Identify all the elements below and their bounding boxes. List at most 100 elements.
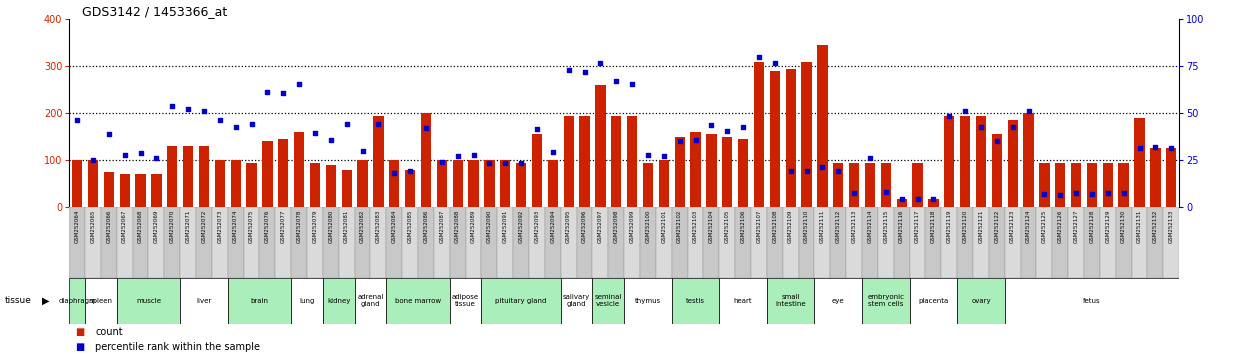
Bar <box>561 278 592 324</box>
Bar <box>1052 207 1068 278</box>
Point <box>512 161 531 166</box>
Bar <box>227 278 292 324</box>
Bar <box>292 207 307 278</box>
Text: percentile rank within the sample: percentile rank within the sample <box>95 342 260 352</box>
Bar <box>719 207 735 278</box>
Bar <box>246 162 257 207</box>
Bar <box>687 207 703 278</box>
Point <box>289 81 309 87</box>
Bar <box>1039 162 1049 207</box>
Bar <box>1132 207 1147 278</box>
Bar <box>101 207 116 278</box>
Text: GSM252094: GSM252094 <box>550 210 555 243</box>
Text: thymus: thymus <box>635 298 661 304</box>
Bar <box>1005 278 1179 324</box>
Text: GSM252131: GSM252131 <box>1137 210 1142 243</box>
Text: GSM252111: GSM252111 <box>819 210 824 243</box>
Text: GSM252087: GSM252087 <box>439 210 444 243</box>
Text: GSM252083: GSM252083 <box>376 210 381 243</box>
Text: GSM252098: GSM252098 <box>614 210 619 243</box>
Text: GSM252109: GSM252109 <box>789 210 794 243</box>
Text: GSM252128: GSM252128 <box>1089 210 1094 243</box>
Bar <box>782 207 798 278</box>
Bar <box>148 207 164 278</box>
Text: testis: testis <box>686 298 705 304</box>
Point <box>368 121 388 126</box>
Text: GSM252123: GSM252123 <box>1010 210 1015 243</box>
Text: GSM252073: GSM252073 <box>218 210 222 243</box>
Text: fetus: fetus <box>1083 298 1101 304</box>
Text: GSM252064: GSM252064 <box>74 210 79 243</box>
Bar <box>861 207 878 278</box>
Text: GSM252077: GSM252077 <box>281 210 286 243</box>
Bar <box>501 160 510 207</box>
Text: GSM252118: GSM252118 <box>931 210 936 243</box>
Point <box>812 164 832 170</box>
Bar <box>865 162 875 207</box>
Text: GSM252095: GSM252095 <box>566 210 571 243</box>
Text: eye: eye <box>832 298 844 304</box>
Bar <box>387 278 450 324</box>
Text: GSM252082: GSM252082 <box>360 210 365 243</box>
Text: seminal
vesicle: seminal vesicle <box>595 295 622 307</box>
Bar <box>215 160 225 207</box>
Bar <box>85 207 101 278</box>
Bar <box>69 207 85 278</box>
Text: GSM252116: GSM252116 <box>899 210 905 243</box>
Bar <box>1007 120 1017 207</box>
Bar <box>1084 207 1100 278</box>
Text: embryonic
stem cells: embryonic stem cells <box>868 295 905 307</box>
Bar <box>1147 207 1163 278</box>
Point <box>226 125 246 130</box>
Text: heart: heart <box>734 298 753 304</box>
Point <box>162 103 182 109</box>
Text: GSM252127: GSM252127 <box>1074 210 1079 243</box>
Point <box>844 190 864 196</box>
Point <box>686 137 706 142</box>
Text: GSM252090: GSM252090 <box>487 210 492 243</box>
Point <box>828 168 848 173</box>
Bar <box>627 116 638 207</box>
Bar <box>545 207 561 278</box>
Bar <box>878 207 894 278</box>
Text: GSM252066: GSM252066 <box>106 210 111 243</box>
Text: GSM252117: GSM252117 <box>915 210 920 243</box>
Point <box>939 113 959 119</box>
Bar <box>452 160 462 207</box>
Bar <box>323 278 355 324</box>
Text: GSM252088: GSM252088 <box>455 210 460 243</box>
Bar <box>1023 113 1033 207</box>
Bar <box>926 207 942 278</box>
Bar <box>691 132 701 207</box>
Bar <box>611 116 622 207</box>
Bar <box>420 113 431 207</box>
Point <box>591 60 611 65</box>
Bar <box>531 135 543 207</box>
Text: GSM252108: GSM252108 <box>772 210 777 243</box>
Bar <box>624 278 671 324</box>
Text: GSM252102: GSM252102 <box>677 210 682 243</box>
Bar <box>307 207 323 278</box>
Point <box>971 125 991 130</box>
Bar <box>497 207 513 278</box>
Bar <box>1021 207 1037 278</box>
Bar <box>722 137 733 207</box>
Point <box>1146 144 1166 150</box>
Point <box>1051 193 1070 198</box>
Bar <box>485 160 494 207</box>
Text: GSM252072: GSM252072 <box>201 210 206 243</box>
Bar <box>371 207 387 278</box>
Bar <box>847 207 861 278</box>
Bar <box>120 174 130 207</box>
Bar <box>167 146 178 207</box>
Text: GSM252114: GSM252114 <box>868 210 873 243</box>
Bar <box>323 207 339 278</box>
Text: GSM252106: GSM252106 <box>740 210 745 243</box>
Point <box>876 189 896 194</box>
Point <box>480 160 499 166</box>
Point <box>1082 191 1101 197</box>
Text: brain: brain <box>251 298 268 304</box>
Bar <box>310 162 320 207</box>
Bar <box>151 174 162 207</box>
Bar <box>292 278 323 324</box>
